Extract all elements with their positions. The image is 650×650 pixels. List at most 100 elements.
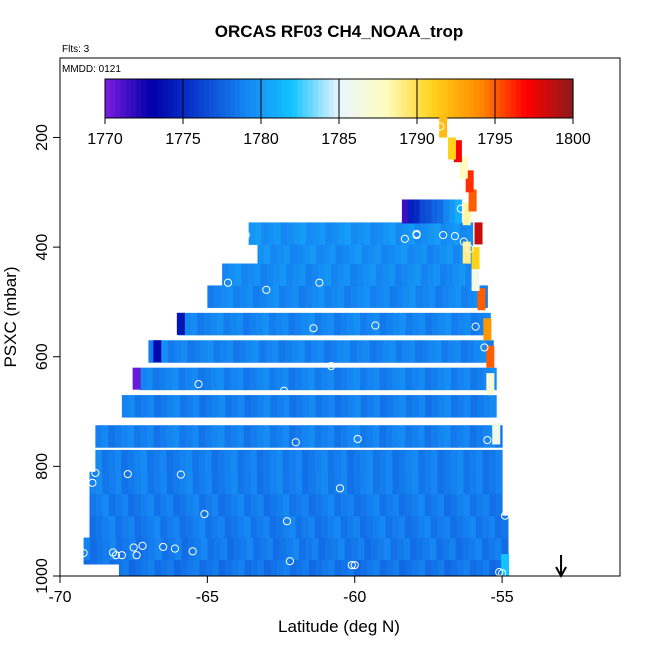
colorbar-segment bbox=[427, 79, 434, 118]
data-cell bbox=[262, 312, 270, 336]
data-cell bbox=[450, 493, 458, 517]
data-cell bbox=[382, 263, 390, 287]
data-cell bbox=[418, 554, 426, 577]
data-cell bbox=[263, 493, 271, 517]
data-cell bbox=[443, 199, 451, 224]
data-cell bbox=[249, 312, 257, 336]
data-cell bbox=[135, 554, 143, 577]
data-cell bbox=[199, 471, 207, 495]
data-cell bbox=[224, 493, 232, 517]
data-cell bbox=[434, 222, 442, 245]
data-cell bbox=[395, 340, 403, 363]
data-cell bbox=[147, 515, 155, 539]
data-cell bbox=[431, 199, 439, 224]
data-cell bbox=[340, 515, 348, 539]
data-cell bbox=[213, 285, 221, 308]
data-cell bbox=[147, 425, 154, 448]
data-cell bbox=[115, 471, 123, 495]
data-cell bbox=[328, 554, 336, 577]
data-cell bbox=[186, 515, 193, 539]
data-cell bbox=[246, 537, 254, 561]
colorbar-segment bbox=[183, 79, 189, 118]
data-cell bbox=[308, 367, 316, 391]
data-cell bbox=[257, 395, 265, 418]
flight-markers bbox=[73, 122, 510, 578]
data-cell bbox=[289, 515, 297, 539]
data-cell bbox=[280, 222, 288, 245]
data-cell bbox=[101, 449, 109, 473]
flight-marker bbox=[347, 560, 356, 570]
data-cell bbox=[328, 471, 335, 495]
data-cell bbox=[353, 312, 361, 336]
colorbar-segment bbox=[281, 79, 288, 118]
data-cell bbox=[398, 367, 406, 391]
data-cell bbox=[252, 285, 260, 308]
colorbar-segment bbox=[406, 79, 413, 118]
data-cell bbox=[236, 312, 244, 336]
colorbar-segment bbox=[432, 79, 439, 118]
y-axis-label: PSXC (mbar) bbox=[1, 266, 20, 367]
data-cell bbox=[299, 222, 307, 245]
data-cell bbox=[359, 515, 367, 539]
data-cell bbox=[460, 340, 468, 363]
data-cell bbox=[220, 537, 228, 561]
colorbar-segment bbox=[333, 79, 340, 118]
data-cell bbox=[417, 515, 425, 539]
data-cell bbox=[140, 425, 148, 448]
data-cell bbox=[463, 493, 471, 517]
data-cell bbox=[373, 554, 381, 577]
data-cell bbox=[385, 367, 393, 391]
data-cell bbox=[244, 554, 252, 577]
data-cell bbox=[376, 285, 384, 308]
data-cell bbox=[348, 241, 356, 265]
x-tick-label: -65 bbox=[196, 589, 219, 606]
data-cell bbox=[192, 395, 200, 418]
colorbar-segment bbox=[245, 79, 252, 118]
data-cell bbox=[402, 285, 410, 308]
data-cell bbox=[343, 340, 351, 363]
data-cell bbox=[288, 367, 296, 391]
colorbar-segment bbox=[567, 79, 574, 118]
data-cell bbox=[178, 367, 186, 391]
data-cell bbox=[134, 425, 142, 448]
data-cell bbox=[379, 312, 387, 336]
data-cell bbox=[481, 537, 489, 561]
data-cell bbox=[431, 312, 439, 336]
x-tick-label: -55 bbox=[491, 589, 514, 606]
data-cell bbox=[248, 222, 256, 245]
data-cell bbox=[469, 425, 477, 448]
data-cell bbox=[305, 285, 313, 308]
data-cell bbox=[353, 449, 361, 473]
data-cell bbox=[389, 285, 397, 308]
data-cell bbox=[252, 340, 260, 363]
colorbar-segment bbox=[401, 79, 408, 118]
data-cell bbox=[261, 222, 269, 245]
data-cell bbox=[272, 285, 280, 308]
data-cell bbox=[392, 554, 400, 577]
data-cell bbox=[214, 537, 222, 561]
data-cell bbox=[374, 241, 382, 265]
data-cell bbox=[488, 537, 496, 561]
data-cell bbox=[434, 340, 442, 363]
data-cell bbox=[442, 537, 450, 561]
data-cell bbox=[314, 449, 322, 473]
flight-marker bbox=[400, 234, 409, 243]
data-cell bbox=[427, 222, 435, 245]
data-cell bbox=[379, 425, 387, 448]
data-cell bbox=[335, 241, 343, 265]
data-cell bbox=[103, 537, 111, 561]
data-cell bbox=[198, 449, 206, 473]
data-cell bbox=[314, 515, 322, 539]
colorbar-segment bbox=[198, 79, 205, 118]
data-cell bbox=[328, 493, 335, 517]
colorbar-segment bbox=[131, 79, 137, 118]
data-cell bbox=[501, 515, 509, 539]
colorbar-segment bbox=[375, 79, 382, 118]
data-cell bbox=[363, 340, 371, 363]
data-cell bbox=[495, 449, 503, 473]
data-cell bbox=[353, 471, 361, 495]
data-cell bbox=[254, 263, 262, 287]
data-cell bbox=[453, 222, 461, 245]
colorbar-segment bbox=[307, 79, 314, 118]
data-cell bbox=[486, 373, 495, 396]
